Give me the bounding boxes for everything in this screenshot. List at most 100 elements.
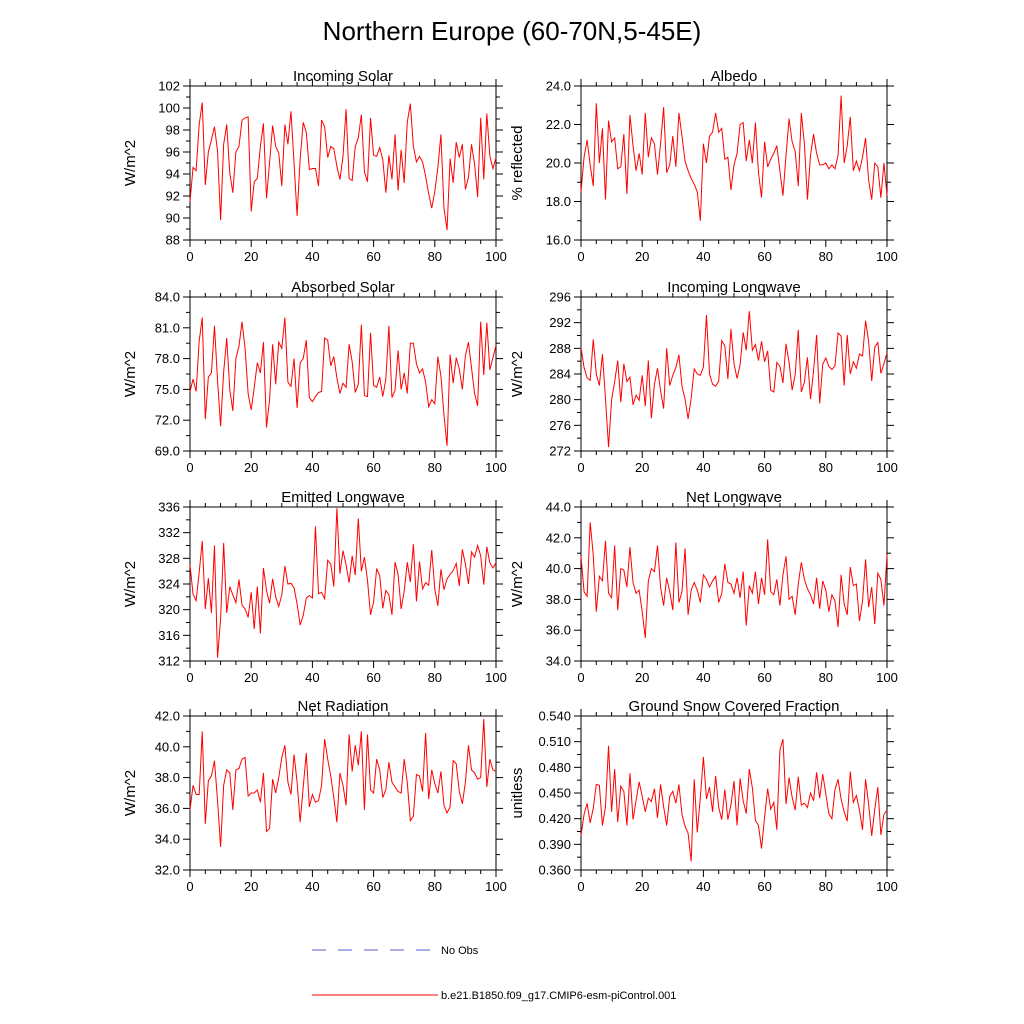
y-tick-label: 24.0 (546, 79, 571, 94)
y-tick-label: 20.0 (546, 156, 571, 171)
x-tick-label: 100 (876, 670, 898, 685)
y-tick-label: 336 (158, 500, 180, 515)
y-tick-label: 94 (166, 167, 180, 182)
x-tick-label: 40 (305, 249, 319, 264)
x-tick-label: 60 (757, 249, 771, 264)
y-axis-label: W/m^2 (122, 770, 139, 816)
x-tick-label: 60 (366, 249, 380, 264)
y-tick-label: 75.0 (155, 382, 180, 397)
x-tick-label: 0 (186, 670, 193, 685)
x-tick-label: 20 (635, 670, 649, 685)
x-tick-label: 40 (305, 879, 319, 894)
x-tick-label: 100 (876, 879, 898, 894)
y-tick-label: 320 (158, 602, 180, 617)
x-tick-label: 100 (485, 879, 507, 894)
x-tick-label: 80 (428, 879, 442, 894)
panel-title: Absorbed Solar (291, 279, 394, 296)
panel-title: Ground Snow Covered Fraction (629, 698, 840, 715)
y-tick-label: 18.0 (546, 194, 571, 209)
x-tick-label: 60 (757, 670, 771, 685)
y-tick-label: 88 (166, 233, 180, 248)
x-tick-label: 0 (186, 879, 193, 894)
x-tick-label: 40 (305, 670, 319, 685)
panel-title: Net Radiation (298, 698, 389, 715)
y-tick-label: 96 (166, 145, 180, 160)
series-line (580, 95, 888, 221)
y-tick-label: 288 (549, 341, 571, 356)
x-tick-label: 20 (635, 460, 649, 475)
y-tick-label: 34.0 (155, 832, 180, 847)
y-tick-label: 0.360 (538, 863, 571, 878)
x-tick-label: 100 (485, 460, 507, 475)
y-tick-label: 16.0 (546, 233, 571, 248)
y-axis-label: W/m^2 (509, 351, 526, 397)
y-tick-label: 90 (166, 211, 180, 226)
x-tick-label: 100 (876, 460, 898, 475)
series-line (189, 102, 497, 231)
y-tick-label: 316 (158, 628, 180, 643)
y-tick-label: 36.0 (546, 623, 571, 638)
y-tick-label: 92 (166, 189, 180, 204)
chart-panel: Ground Snow Covered Fraction 0 20 40 60 80 100… (509, 698, 898, 894)
x-tick-label: 60 (757, 460, 771, 475)
plot-frame (189, 715, 497, 871)
x-tick-label: 0 (186, 460, 193, 475)
x-tick-label: 20 (244, 879, 258, 894)
y-tick-label: 328 (158, 551, 180, 566)
chart-panel: Net Longwave 0 20 40 60 80 100 34.0 36.0 38.0 40.0… (509, 489, 898, 685)
y-axis-label: W/m^2 (122, 140, 139, 186)
plot-frame (189, 506, 497, 662)
y-tick-label: 42.0 (546, 530, 571, 545)
series-line (580, 738, 888, 862)
x-tick-label: 0 (577, 879, 584, 894)
x-tick-label: 20 (244, 460, 258, 475)
y-tick-label: 0.510 (538, 734, 571, 749)
chart-panel: Incoming Longwave 0 20 40 60 80 100 272 276 280 28… (509, 279, 898, 475)
series-line (580, 522, 888, 638)
y-tick-label: 0.390 (538, 837, 571, 852)
y-tick-label: 38.0 (155, 770, 180, 785)
plot-frame (189, 296, 497, 452)
x-tick-label: 0 (577, 670, 584, 685)
x-tick-label: 80 (819, 460, 833, 475)
y-tick-label: 32.0 (155, 863, 180, 878)
panel-title: Albedo (711, 68, 758, 85)
y-axis-label: W/m^2 (122, 561, 139, 607)
y-tick-label: 0.450 (538, 786, 571, 801)
y-tick-label: 0.420 (538, 811, 571, 826)
chart-panel: Incoming Solar 0 20 40 60 80 100 88 90 92 94 96 98 10… (122, 68, 507, 264)
y-tick-label: 312 (158, 654, 180, 669)
x-tick-label: 100 (485, 670, 507, 685)
x-tick-label: 0 (577, 249, 584, 264)
x-tick-label: 20 (244, 670, 258, 685)
x-tick-label: 80 (428, 670, 442, 685)
x-tick-label: 60 (757, 879, 771, 894)
y-tick-label: 81.0 (155, 320, 180, 335)
x-tick-label: 80 (428, 460, 442, 475)
legend: No Obs b.e21.B1850.f09_g17.CMIP6-esm-piC… (312, 945, 676, 1002)
x-tick-label: 40 (696, 879, 710, 894)
chart-panel: Net Radiation 0 20 40 60 80 100 32.0 34.0 36.0 38.… (122, 698, 507, 894)
y-tick-label: 276 (549, 418, 571, 433)
x-tick-label: 0 (186, 249, 193, 264)
x-tick-label: 100 (876, 249, 898, 264)
chart-panel: Albedo 0 20 40 60 80 100 16.0 18.0 20.0 22.0 24.0 % … (509, 68, 898, 264)
y-tick-label: 284 (549, 367, 571, 382)
x-tick-label: 40 (696, 460, 710, 475)
x-tick-label: 80 (819, 670, 833, 685)
y-tick-label: 34.0 (546, 654, 571, 669)
plot-frame (580, 296, 888, 452)
y-tick-label: 98 (166, 123, 180, 138)
y-tick-label: 324 (158, 577, 180, 592)
y-tick-label: 84.0 (155, 290, 180, 305)
x-tick-label: 100 (485, 249, 507, 264)
y-tick-label: 332 (158, 525, 180, 540)
y-tick-label: 102 (158, 79, 180, 94)
y-tick-label: 22.0 (546, 117, 571, 132)
x-tick-label: 80 (819, 879, 833, 894)
x-tick-label: 40 (696, 249, 710, 264)
y-tick-label: 0.540 (538, 709, 571, 724)
y-tick-label: 280 (549, 392, 571, 407)
